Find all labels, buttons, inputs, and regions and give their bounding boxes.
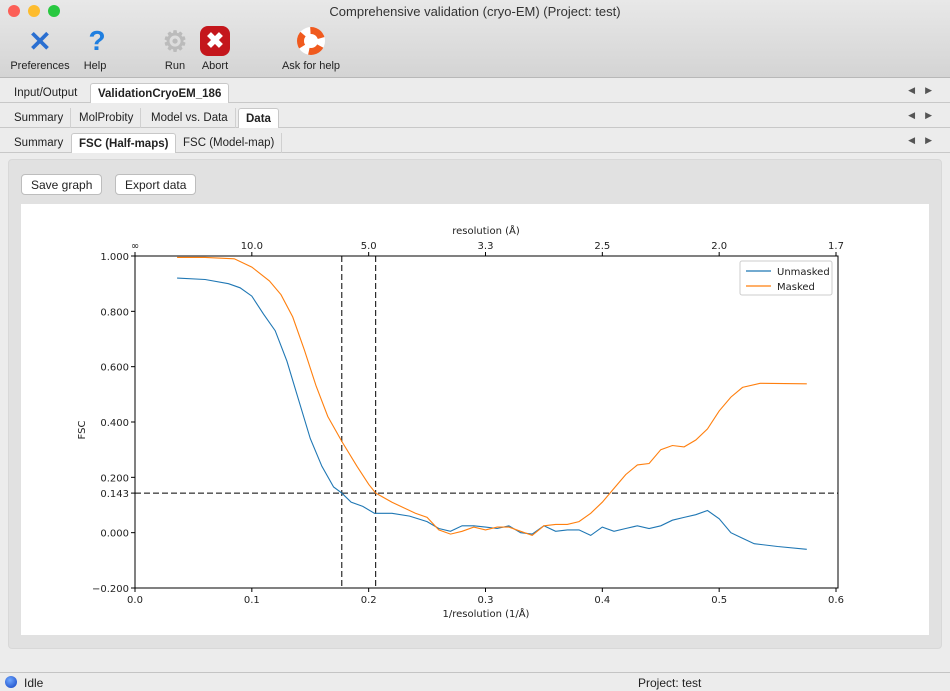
abort-button[interactable]: ✖ Abort xyxy=(198,24,232,72)
series-line-masked xyxy=(177,256,807,537)
x-tick-label: 0.1 xyxy=(244,595,260,606)
top-tick-label: 5.0 xyxy=(361,241,377,252)
tab-fsc-half-maps[interactable]: FSC (Half-maps) xyxy=(71,133,177,153)
help-label: Help xyxy=(83,60,107,72)
title-bar: Comprehensive validation (cryo-EM) (Proj… xyxy=(0,0,950,78)
x-tick-label: 0.0 xyxy=(127,595,143,606)
close-window-button[interactable] xyxy=(8,5,20,17)
help-button[interactable]: ? Help xyxy=(80,24,110,72)
y-tick-label: 0.143 xyxy=(100,489,129,500)
top-tick-label: 2.5 xyxy=(594,241,610,252)
status-text: Idle xyxy=(24,676,44,690)
run-label: Run xyxy=(164,60,186,72)
top-axis-label: resolution (Å) xyxy=(452,224,520,237)
window-title: Comprehensive validation (cryo-EM) (Proj… xyxy=(329,4,621,19)
run-button[interactable]: ⚙ Run xyxy=(158,24,192,73)
tab-summary[interactable]: Summary xyxy=(7,108,72,128)
x-axis-label: 1/resolution (1/Å) xyxy=(443,607,530,620)
ask-for-help-button[interactable]: Ask for help xyxy=(278,24,344,72)
x-tick-label: 0.4 xyxy=(594,595,610,606)
main-tab-bar: Input/Output ValidationCryoEM_186 ◀▶ xyxy=(0,79,950,103)
top-tick-label: ∞ xyxy=(131,241,139,252)
abort-label: Abort xyxy=(201,60,229,72)
sub-tab-bar: Summary MolProbity Model vs. Data Data ◀… xyxy=(0,104,950,128)
fsc-chart-svg: resolution (Å) 1/resolution (1/Å) FSC 0.… xyxy=(77,224,844,620)
x-tick-label: 0.3 xyxy=(478,595,494,606)
tab-model-vs-data[interactable]: Model vs. Data xyxy=(144,108,236,128)
tab-fsc-model-map[interactable]: FSC (Model-map) xyxy=(176,133,283,153)
tab-molprobity[interactable]: MolProbity xyxy=(72,108,142,128)
x-tick-label: 0.2 xyxy=(361,595,377,606)
lifebuoy-icon xyxy=(294,24,328,58)
tab-validation[interactable]: ValidationCryoEM_186 xyxy=(90,83,230,103)
y-axis-label: FSC xyxy=(77,421,88,440)
y-tick-label: 0.800 xyxy=(100,307,129,318)
y-tick-label: 0.600 xyxy=(100,363,129,374)
minimize-window-button[interactable] xyxy=(28,5,40,17)
data-tab-bar: Summary FSC (Half-maps) FSC (Model-map) … xyxy=(0,129,950,153)
wrench-screwdriver-icon: ✕ xyxy=(28,25,52,57)
save-graph-button[interactable]: Save graph xyxy=(21,174,103,195)
fsc-chart: resolution (Å) 1/resolution (1/Å) FSC 0.… xyxy=(21,204,929,635)
y-tick-label: 0.200 xyxy=(100,473,129,484)
status-bar: Idle Project: test xyxy=(0,672,950,691)
tab-scroll-arrows[interactable]: ◀▶ xyxy=(908,85,942,95)
top-tick-label: 10.0 xyxy=(241,241,263,252)
tab-scroll-arrows[interactable]: ◀▶ xyxy=(908,135,942,145)
y-tick-label: 0.000 xyxy=(100,529,129,540)
ask-for-help-label: Ask for help xyxy=(281,60,341,72)
plot-frame xyxy=(134,255,839,589)
project-status: Project: test xyxy=(638,676,702,690)
top-tick-label: 3.3 xyxy=(478,241,494,252)
maximize-window-button[interactable] xyxy=(48,5,60,17)
y-tick-label: −0.200 xyxy=(92,584,129,595)
x-tick-label: 0.5 xyxy=(711,595,727,606)
tab-data[interactable]: Data xyxy=(238,108,279,128)
tab-scroll-arrows[interactable]: ◀▶ xyxy=(908,110,942,120)
y-tick-label: 1.000 xyxy=(100,252,129,263)
legend-label: Masked xyxy=(777,282,815,293)
x-tick-label: 0.6 xyxy=(828,595,844,606)
legend-label: Unmasked xyxy=(777,267,830,278)
stop-x-icon: ✖ xyxy=(198,24,232,58)
series-line-unmasked xyxy=(177,277,807,550)
top-tick-label: 2.0 xyxy=(711,241,727,252)
preferences-button[interactable]: ✕ Preferences xyxy=(8,24,72,73)
preferences-label: Preferences xyxy=(10,60,70,72)
export-data-button[interactable]: Export data xyxy=(115,174,197,195)
gear-icon: ⚙ xyxy=(162,25,188,57)
status-indicator-icon xyxy=(5,676,17,688)
top-tick-label: 1.7 xyxy=(828,241,844,252)
question-mark-icon: ? xyxy=(88,25,106,56)
tab-input-output[interactable]: Input/Output xyxy=(14,87,78,99)
y-tick-label: 0.400 xyxy=(100,418,129,429)
tab-data-summary[interactable]: Summary xyxy=(14,137,64,149)
